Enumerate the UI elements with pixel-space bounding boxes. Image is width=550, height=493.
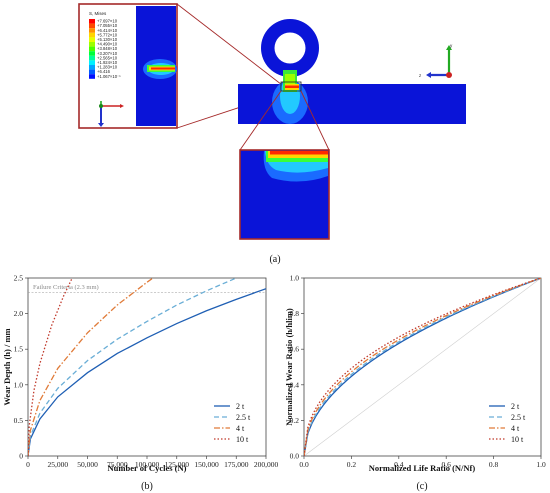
- series-line-2-5t: [28, 278, 239, 456]
- y-tick-label: 2.5: [14, 274, 24, 283]
- y-tick-label: 0: [19, 452, 23, 461]
- y-tick-label: 1.5: [14, 345, 24, 354]
- colorbar-swatch: [89, 65, 95, 70]
- y-tick-label: 0.6: [290, 345, 300, 354]
- x-tick-label: 0.0: [299, 460, 309, 469]
- colorbar-swatch: [89, 55, 95, 61]
- colorbar-swatch: [89, 32, 95, 38]
- x-tick-label: 200,000: [254, 460, 279, 469]
- plot-frame-b: [27, 277, 267, 457]
- y-axis-label-c: Normalized Wear Ratio (h/hlim): [284, 308, 294, 426]
- x-tick-label: 25,000: [47, 460, 68, 469]
- triad-right-icon: y z: [419, 43, 453, 78]
- colorbar-level: +2.565×10: [97, 55, 118, 60]
- series-line-10t: [304, 278, 541, 456]
- legend-entry: 2 t: [236, 402, 245, 411]
- colorbar-swatch: [89, 28, 95, 33]
- x-axis-label-c: Normalized Life Ratio (N/Nf): [369, 463, 476, 473]
- reference-diagonal: [303, 277, 542, 457]
- colorbar-level: +1.067×10⁻¹: [97, 74, 121, 79]
- chart-wear-depth: 0 25,000 50,000 75,000 100,000 125,000 150,000…: [2, 274, 279, 493]
- legend-entry: 10 t: [511, 435, 524, 444]
- legend-entry: 2.5 t: [236, 413, 251, 422]
- svg-text:y: y: [450, 43, 453, 48]
- series-line-4t: [28, 278, 155, 456]
- colorbar-level: +6.414×10: [97, 28, 118, 33]
- fea-contour-panel: S, Mises +7.697×10+7.055×10+6.414×10+5.7…: [78, 3, 466, 265]
- legend-entry: 2 t: [511, 402, 520, 411]
- legend-entry: 4 t: [236, 424, 245, 433]
- svg-text:z: z: [419, 73, 422, 78]
- x-tick-label: 100,000: [135, 460, 160, 469]
- y-tick-label: 2.0: [14, 309, 24, 318]
- panel-label-b: (b): [141, 481, 153, 492]
- colorbar-level: +6.416: [97, 69, 111, 74]
- series-line-4t: [304, 278, 541, 456]
- colorbar-swatch: [89, 74, 95, 79]
- x-tick-label: 125,000: [165, 460, 190, 469]
- panel-label-c: (c): [416, 481, 427, 492]
- x-tick-label: 50,000: [77, 460, 98, 469]
- x-tick-label: 0.2: [347, 460, 357, 469]
- colorbar-swatch: [89, 23, 95, 29]
- colorbar-level: +7.055×10: [97, 23, 118, 28]
- x-tick-label: 0: [26, 460, 30, 469]
- failure-criteria-annotation: Failure Criteria (2.3 mm): [33, 284, 99, 291]
- x-tick-label: 1.0: [536, 460, 546, 469]
- chart-normalized-wear: 0.0 0.2 0.4 0.6 0.8 1.0 0.0 0.2 0.4 0.6 0.8 1.0 2 t…: [284, 274, 546, 493]
- legend-c: 2 t 2.5 t 4 t 10 t: [489, 402, 526, 444]
- x-axis-label-b: Number of Cycles (N): [108, 463, 187, 473]
- x-tick-label: 0.8: [489, 460, 499, 469]
- colorbar-level: +3.207×10: [97, 51, 118, 56]
- y-tick-label: 1.0: [14, 380, 24, 389]
- colorbar-level: +4.490×10: [97, 42, 118, 47]
- colorbar-swatch: [89, 37, 95, 42]
- colorbar-swatch: [89, 19, 95, 24]
- colorbar-level: +7.697×10: [97, 19, 118, 24]
- legend-entry: 4 t: [511, 424, 520, 433]
- y-tick-label: 1.0: [290, 274, 300, 283]
- x-tick-label: 75,000: [107, 460, 128, 469]
- colorbar-level: +1.924×10: [97, 60, 118, 65]
- colorbar-swatch: [89, 69, 95, 75]
- y-tick-label: 0.4: [290, 380, 300, 389]
- panel-label-a: (a): [269, 254, 280, 265]
- y-tick-label: 0.2: [290, 416, 300, 425]
- triad-left-icon: [98, 101, 124, 127]
- y-axis-label-b: Wear Depth (h) / mm: [2, 328, 12, 405]
- legend-b: 2 t 2.5 t 4 t 10 t: [214, 402, 251, 444]
- colorbar-level: +1.283×10: [97, 65, 118, 70]
- contour-colorbar: +7.697×10+7.055×10+6.414×10+5.772×10+5.1…: [89, 19, 121, 79]
- series-line-10t: [28, 278, 73, 456]
- colorbar-swatch: [89, 51, 95, 56]
- y-tick-label: 0.5: [14, 416, 24, 425]
- legend-entry: 2.5 t: [511, 413, 526, 422]
- x-tick-label: 150,000: [194, 460, 219, 469]
- colorbar-level: +5.130×10: [97, 37, 118, 42]
- y-tick-label: 0.0: [290, 452, 300, 461]
- colorbar-swatch: [89, 60, 95, 65]
- colorbar-swatch: [89, 46, 95, 52]
- plot-frame-c: [303, 277, 542, 457]
- y-tick-label: 0.8: [290, 309, 300, 318]
- x-tick-label: 0.4: [394, 460, 404, 469]
- x-tick-label: 0.6: [442, 460, 452, 469]
- x-tick-label: 175,000: [224, 460, 249, 469]
- contour-title: S, Mises: [89, 11, 107, 16]
- series-line-2t: [28, 288, 266, 456]
- colorbar-level: +5.772×10: [97, 32, 118, 37]
- legend-entry: 10 t: [236, 435, 249, 444]
- colorbar-level: +3.848×10: [97, 46, 118, 51]
- colorbar-swatch: [89, 42, 95, 47]
